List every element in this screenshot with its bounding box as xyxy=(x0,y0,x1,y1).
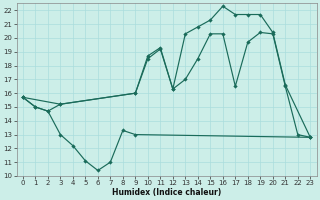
X-axis label: Humidex (Indice chaleur): Humidex (Indice chaleur) xyxy=(112,188,221,197)
